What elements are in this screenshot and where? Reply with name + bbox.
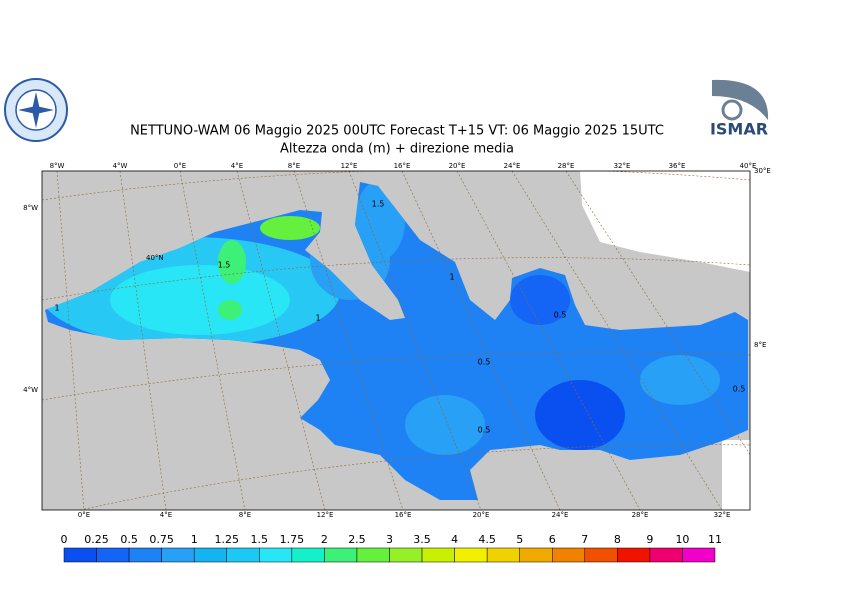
bottom-label: 20°E: [473, 511, 490, 519]
left-logo: [4, 78, 68, 142]
colorbar-segment: [617, 547, 651, 563]
colorbar-label: 7: [581, 533, 588, 546]
colorbar-segment: [324, 547, 358, 563]
colorbar-label: 4: [451, 533, 458, 546]
colorbar-segment: [584, 547, 618, 563]
bottom-label: 0°E: [78, 511, 90, 519]
colorbar-label: 4.5: [478, 533, 496, 546]
title: NETTUNO-WAM 06 Maggio 2025 00UTC Forecas…: [130, 124, 664, 139]
colorbar-segment: [356, 547, 390, 563]
graticule: [42, 171, 750, 510]
colorbar-segment: [389, 547, 423, 563]
bottom-label: 28°E: [632, 511, 649, 519]
contour-label: 0.5: [478, 426, 491, 435]
colorbar-segment: [682, 547, 716, 563]
top-label: 8°W: [50, 162, 65, 170]
contour-labels: 1.5 1 1 1 0.5 0.5 0.5 0.5 1.5: [54, 200, 745, 435]
inner-label: 40°N: [146, 254, 164, 262]
top-label: 4°W: [113, 162, 128, 170]
axis-labels: 8°W 4°W 0°E 4°E 8°E 12°E 16°E 20°E 24°E 28°E 32°E 3…: [23, 162, 771, 519]
top-label: 32°E: [614, 162, 631, 170]
top-label: 4°E: [231, 162, 243, 170]
top-label: 0°E: [174, 162, 186, 170]
logo-text: ISMAR: [710, 120, 768, 139]
no-data: [580, 171, 750, 272]
colorbar-label: 0.75: [149, 533, 174, 546]
left-label: 8°W: [23, 204, 38, 212]
contour-label: 1: [54, 304, 59, 313]
colorbar-label: 9: [646, 533, 653, 546]
colorbar-segment: [96, 547, 130, 563]
top-label: 12°E: [341, 162, 358, 170]
top-label: 28°E: [558, 162, 575, 170]
colorbar-label: 1.25: [215, 533, 240, 546]
colorbar: 0 0.25 0.5 0.75 1 1.25 1.5 1.75 2 2.5 3 3.5 4 4.5 5 6 7 8…: [61, 533, 722, 563]
colorbar-segment: [259, 547, 293, 563]
colorbar-label: 0: [61, 533, 68, 546]
right-logo: ISMAR: [708, 78, 770, 140]
colorbar-label: 2.5: [348, 533, 366, 546]
bottom-label: 8°E: [239, 511, 251, 519]
colorbar-label: 0.5: [120, 533, 138, 546]
bottom-label: 32°E: [714, 511, 731, 519]
bottom-label: 12°E: [317, 511, 334, 519]
bottom-label: 4°E: [160, 511, 172, 519]
colorbar-segment: [226, 547, 260, 563]
top-label: 8°E: [288, 162, 300, 170]
colorbar-label: 10: [675, 533, 689, 546]
colorbar-label: 6: [549, 533, 556, 546]
colorbar-label: 0.25: [84, 533, 109, 546]
colorbar-segment: [552, 547, 586, 563]
colorbar-segment: [128, 547, 162, 563]
top-label: 16°E: [394, 162, 411, 170]
colorbar-segment: [193, 547, 227, 563]
map: 1.5 1 1 1 0.5 0.5 0.5 0.5 1.5: [42, 171, 750, 510]
right-label: 8°E: [754, 341, 766, 349]
contour-label: 1: [315, 314, 320, 323]
colorbar-label: 2: [321, 533, 328, 546]
colorbar-label: 1.5: [251, 533, 269, 546]
contour-label: 0.5: [554, 311, 567, 320]
top-label: 40°E: [740, 162, 757, 170]
top-label: 20°E: [449, 162, 466, 170]
no-data: [722, 440, 750, 510]
contour-label: 1: [449, 273, 454, 282]
colorbar-segment: [519, 547, 553, 563]
colorbar-segment: [649, 547, 683, 563]
colorbar-label: 8: [614, 533, 621, 546]
subtitle: Altezza onda (m) + direzione media: [280, 142, 514, 157]
right-label: 30°E: [754, 167, 771, 175]
bottom-label: 24°E: [552, 511, 569, 519]
colorbar-label: 1.75: [280, 533, 305, 546]
colorbar-label: 3.5: [413, 533, 431, 546]
contour-label: 0.5: [478, 358, 491, 367]
top-label: 24°E: [504, 162, 521, 170]
colorbar-label: 11: [708, 533, 722, 546]
colorbar-label: 1: [191, 533, 198, 546]
bottom-label: 16°E: [395, 511, 412, 519]
colorbar-segment: [161, 547, 195, 563]
contour-label: 1.5: [372, 200, 385, 209]
colorbar-segment: [291, 547, 325, 563]
colorbar-label: 3: [386, 533, 393, 546]
colorbar-segment: [63, 547, 97, 563]
colorbar-segment: [454, 547, 488, 563]
colorbar-label: 5: [516, 533, 523, 546]
left-label: 4°W: [23, 386, 38, 394]
top-label: 36°E: [669, 162, 686, 170]
colorbar-segment: [421, 547, 455, 563]
map-frame: [41, 170, 751, 511]
contour-label: 0.5: [733, 385, 746, 394]
contour-label: 1.5: [218, 261, 231, 270]
colorbar-segment: [486, 547, 520, 563]
